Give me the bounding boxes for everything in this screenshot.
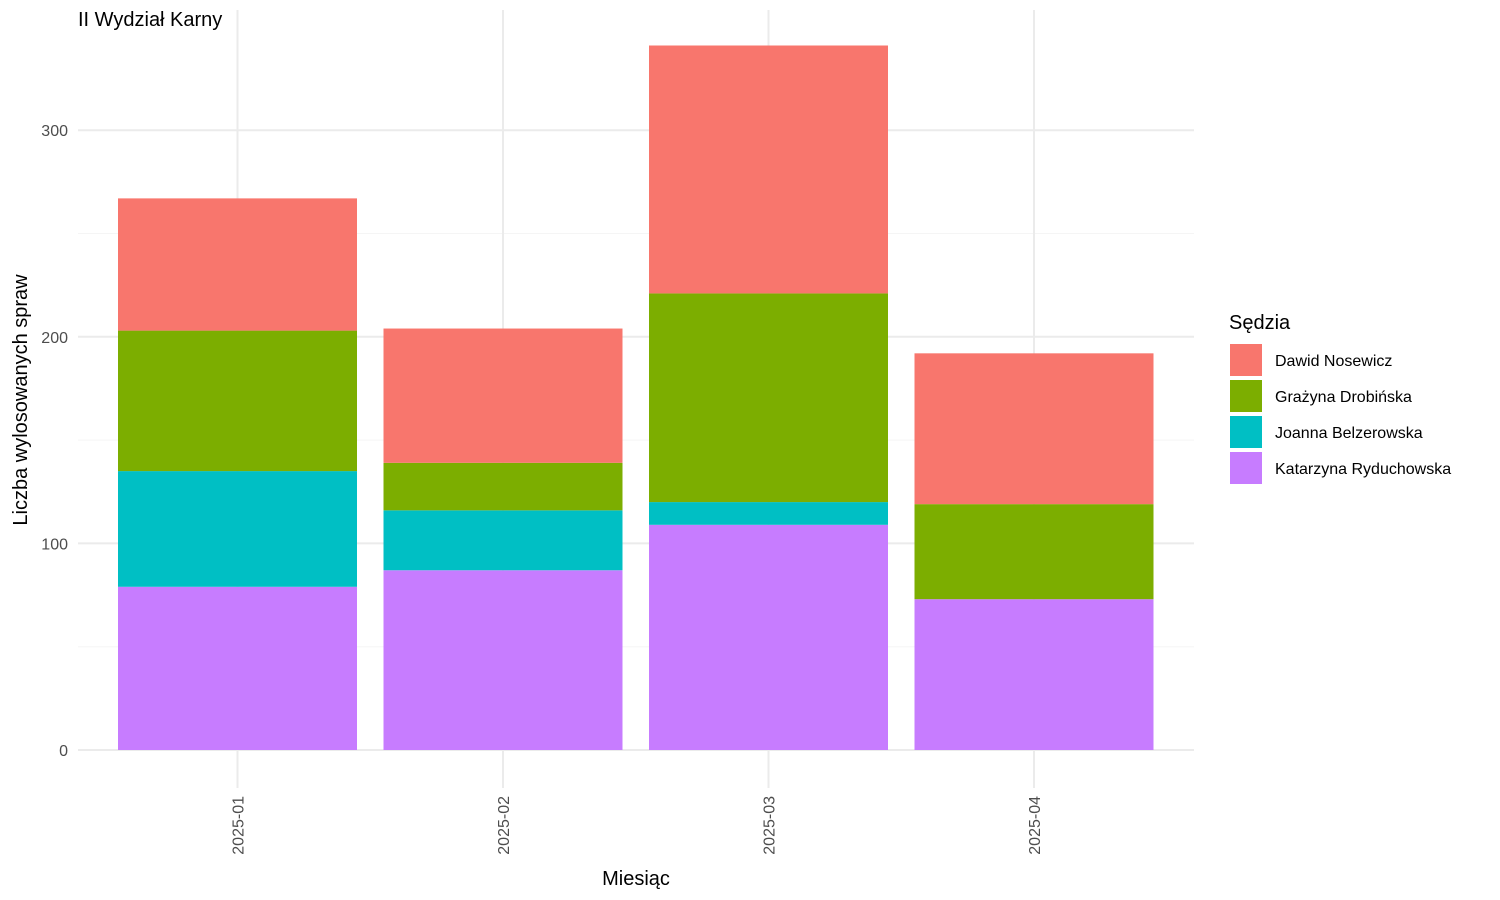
bar-segment — [383, 462, 623, 511]
bar-segment — [383, 510, 623, 571]
bar-segment — [118, 586, 357, 750]
y-tick-labels: 0 100 200 300 — [41, 123, 68, 760]
bar-segment — [649, 502, 888, 525]
bar-segment — [649, 293, 888, 503]
x-tick-label: 2025-01 — [231, 796, 248, 855]
bar-segment — [649, 45, 888, 294]
y-tick-label: 200 — [41, 330, 68, 347]
bar-segment — [118, 330, 357, 472]
y-tick-label: 0 — [59, 743, 68, 760]
y-tick-label: 300 — [41, 123, 68, 140]
legend-swatch — [1230, 380, 1262, 412]
bar-segment — [914, 599, 1154, 750]
legend-label: Grażyna Drobińska — [1275, 389, 1412, 406]
x-tick-label: 2025-03 — [762, 796, 779, 855]
bar-segment — [383, 570, 623, 750]
bar-segment — [649, 524, 888, 750]
x-tick-label: 2025-02 — [496, 796, 513, 855]
legend: Sędzia Dawid Nosewicz Grażyna Drobińska Jo… — [1229, 312, 1451, 484]
x-tick-labels: 2025-01 2025-02 2025-03 2025-04 — [231, 796, 1045, 855]
bar-segment — [118, 471, 357, 587]
legend-swatch — [1230, 452, 1262, 484]
y-tick-label: 100 — [41, 536, 68, 553]
legend-label: Joanna Belzerowska — [1275, 425, 1423, 442]
legend-label: Dawid Nosewicz — [1275, 353, 1392, 370]
legend-swatch — [1230, 416, 1262, 448]
chart-title: II Wydział Karny — [78, 9, 222, 31]
legend-swatch — [1230, 344, 1262, 376]
bar-segment — [118, 198, 357, 331]
legend-label: Katarzyna Ryduchowska — [1275, 461, 1451, 478]
x-tick-label: 2025-04 — [1027, 796, 1044, 855]
bar-segment — [914, 353, 1154, 505]
bar-segment — [383, 328, 623, 463]
y-axis-title: Liczba wylosowanych spraw — [10, 274, 32, 526]
bar-segment — [914, 504, 1154, 600]
bars — [118, 45, 1154, 750]
legend-title: Sędzia — [1229, 312, 1291, 334]
x-axis-title: Miesiąc — [602, 868, 670, 890]
